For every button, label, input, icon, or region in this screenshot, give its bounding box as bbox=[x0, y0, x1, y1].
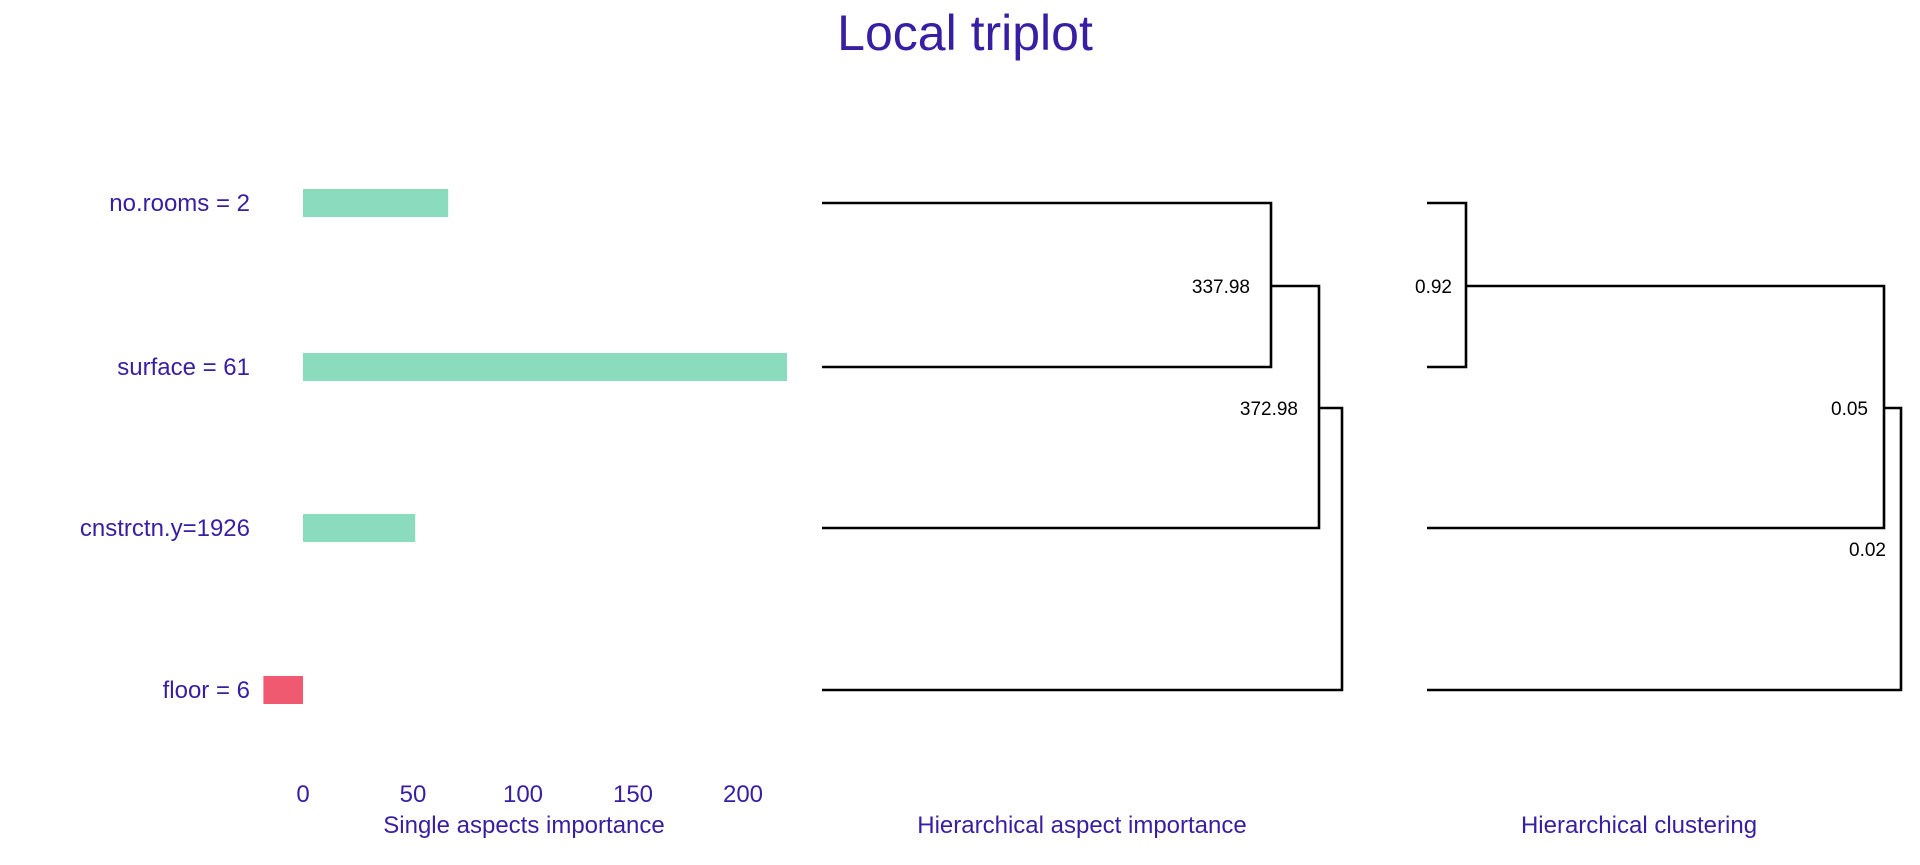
x-tick-150: 150 bbox=[613, 781, 653, 808]
single-aspects-axis-title: Single aspects importance bbox=[383, 812, 664, 839]
node-label-0-02: 0.02 bbox=[1849, 540, 1886, 561]
x-tick-100: 100 bbox=[503, 781, 543, 808]
hierarchical-clustering-axis-title: Hierarchical clustering bbox=[1521, 812, 1757, 839]
bar-label-3: floor = 6 bbox=[163, 677, 250, 704]
x-axis-tick-labels: 0 50 100 150 200 bbox=[296, 781, 763, 808]
bar-0 bbox=[303, 189, 449, 217]
bar-label-2: cnstrctn.y=1926 bbox=[80, 515, 250, 542]
node-label-337-98: 337.98 bbox=[1192, 277, 1250, 298]
x-tick-200: 200 bbox=[723, 781, 763, 808]
bar-label-1: surface = 61 bbox=[117, 354, 250, 381]
bar-category-labels: no.rooms = 2 surface = 61 cnstrctn.y=1926 f… bbox=[80, 190, 250, 704]
hierarchical-aspect-importance-panel: 337.98 372.98 Hierarchical aspect import… bbox=[822, 201, 1344, 839]
clustering-dendrogram bbox=[1427, 201, 1903, 692]
node-label-372-98: 372.98 bbox=[1240, 399, 1298, 420]
hierarchical-clustering-panel: 0.92 0.05 0.02 Hierarchical clustering bbox=[1415, 201, 1903, 839]
x-tick-50: 50 bbox=[400, 781, 427, 808]
bar-1 bbox=[303, 353, 787, 381]
x-tick-0: 0 bbox=[296, 781, 309, 808]
bar-label-0: no.rooms = 2 bbox=[109, 190, 250, 217]
chart-title: Local triplot bbox=[837, 5, 1093, 61]
node-label-0-05: 0.05 bbox=[1831, 399, 1868, 420]
bar-3 bbox=[263, 676, 303, 704]
single-aspects-importance-panel: no.rooms = 2 surface = 61 cnstrctn.y=1926 f… bbox=[80, 189, 787, 839]
importance-bars bbox=[263, 189, 787, 704]
bar-2 bbox=[303, 514, 416, 542]
aspect-importance-dendrogram bbox=[822, 201, 1344, 692]
node-label-0-92: 0.92 bbox=[1415, 277, 1452, 298]
hierarchical-aspect-importance-axis-title: Hierarchical aspect importance bbox=[917, 812, 1246, 839]
